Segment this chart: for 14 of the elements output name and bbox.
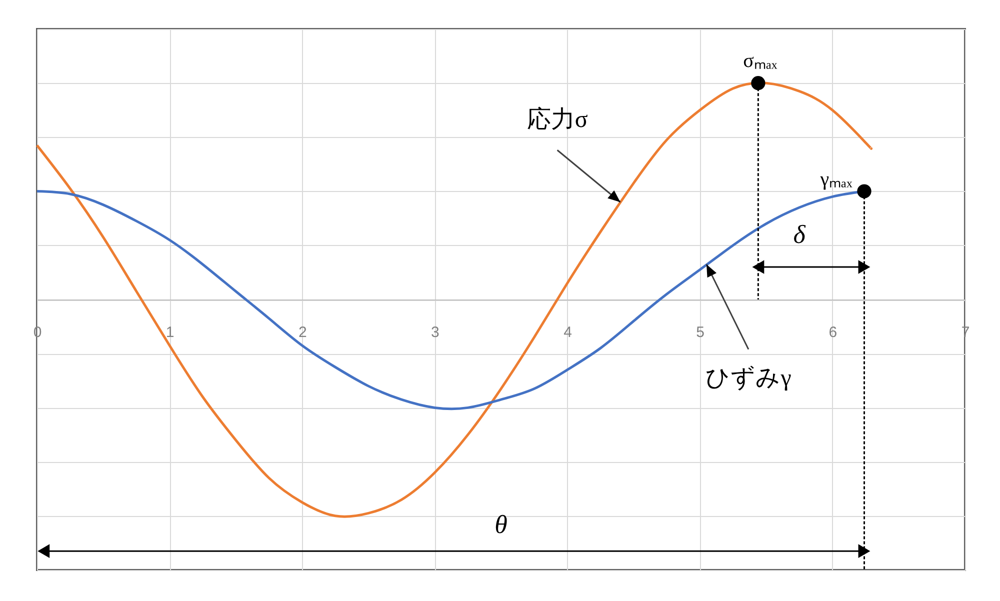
annotation: θ	[494, 510, 508, 540]
x-tick-label: 3	[431, 324, 440, 341]
point	[751, 76, 766, 90]
annotation: ひずみγ	[706, 365, 792, 392]
x-tick-label: 2	[298, 324, 307, 341]
annotation: 応力σ	[526, 106, 588, 134]
annotation: γₘₐₓ	[819, 168, 852, 190]
x-tick-label: 5	[696, 324, 705, 341]
annotation: δ	[793, 220, 806, 250]
annotation: σₘₐₓ	[743, 50, 778, 72]
x-tick-label: 6	[828, 324, 838, 341]
x-tick-label: 1	[166, 324, 174, 341]
x-tick-label: 4	[564, 324, 572, 341]
point	[857, 184, 872, 198]
